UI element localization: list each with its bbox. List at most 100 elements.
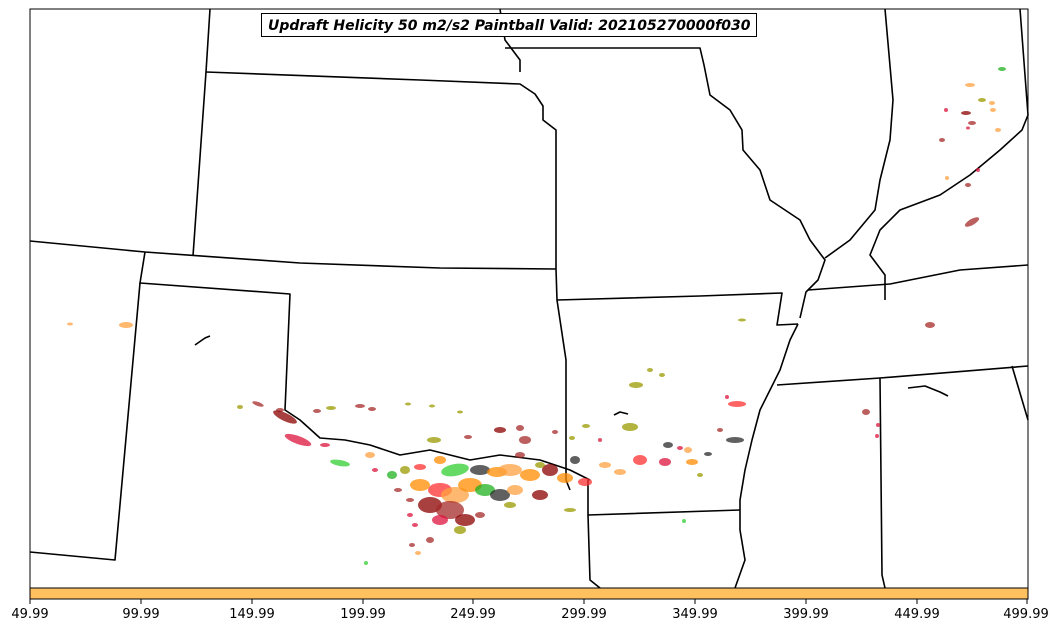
- colorbar-tick-label: 49.99: [11, 607, 49, 622]
- paintball-swath: [441, 463, 469, 477]
- lake-marker-1: [194, 335, 211, 346]
- paintball-swath: [490, 489, 510, 501]
- border-mo-il: [505, 47, 826, 319]
- paintball-swath: [368, 407, 376, 411]
- paintball-swath: [633, 455, 647, 465]
- paintball-swath: [434, 456, 446, 464]
- paintball-swath: [412, 523, 418, 527]
- paintball-swath: [498, 464, 522, 476]
- paintball-swath: [964, 217, 980, 227]
- paintball-swath: [415, 551, 421, 555]
- paintball-swath: [320, 443, 330, 447]
- paintball-swath: [365, 452, 375, 458]
- paintball-swath: [697, 473, 703, 477]
- paintball-swath: [966, 126, 970, 130]
- border-al-ga: [1011, 365, 1029, 421]
- paintball-swath: [429, 404, 435, 408]
- paintball-swath: [515, 452, 525, 458]
- paintball-swath: [684, 447, 692, 453]
- state-borders: [29, 8, 1029, 589]
- paintball-swath: [925, 322, 935, 328]
- paintball-swath: [726, 437, 744, 443]
- paintball-swath: [599, 462, 611, 468]
- paintball-swaths: [67, 67, 1006, 565]
- paintball-swath: [504, 502, 516, 508]
- paintball-swath: [677, 446, 683, 450]
- colorbar-tick-marks: [29, 599, 1028, 604]
- lake-marker-2: [907, 385, 949, 397]
- colorbar-tick-label: 249.99: [450, 607, 496, 622]
- paintball-swath: [418, 497, 442, 513]
- paintball-swath: [400, 466, 410, 474]
- border-nm-tx: [29, 282, 141, 561]
- paintball-swath: [454, 526, 466, 534]
- paintball-swath: [725, 395, 729, 399]
- border-ne-ks-north: [205, 71, 557, 269]
- paintball-swath: [494, 427, 506, 433]
- paintball-swath: [394, 488, 402, 492]
- paintball-swath: [738, 318, 746, 322]
- paintball-swath: [284, 433, 312, 447]
- paintball-swath: [717, 428, 723, 432]
- paintball-swath: [426, 537, 434, 543]
- paintball-swath: [405, 402, 411, 406]
- paintball-swath: [519, 436, 531, 444]
- paintball-swath: [441, 487, 469, 503]
- colorbar-tick-label: 349.99: [672, 607, 718, 622]
- border-ok-ar: [555, 268, 571, 491]
- paintball-swath: [516, 425, 524, 431]
- paintball-swath: [457, 410, 463, 414]
- paintball-swath: [995, 128, 1001, 132]
- paintball-swath: [945, 176, 949, 180]
- paintball-swath: [629, 382, 643, 388]
- paintball-swath: [414, 464, 426, 470]
- paintball-swath: [252, 401, 264, 407]
- paintball-swath: [470, 465, 490, 475]
- paintball-swath: [432, 515, 448, 525]
- paintball-swath: [464, 435, 472, 439]
- paintball-swath: [647, 368, 653, 372]
- colorbar-tick-label: 449.99: [894, 607, 940, 622]
- paintball-swath: [989, 101, 995, 105]
- paintball-swath: [622, 423, 638, 431]
- border-ky-tn: [807, 264, 1029, 291]
- paintball-swath: [686, 459, 698, 465]
- paintball-swath: [119, 322, 133, 328]
- paintball-swath: [876, 423, 880, 427]
- paintball-swath: [552, 430, 558, 434]
- paintball-swath: [237, 405, 243, 409]
- paintball-swath: [578, 478, 592, 486]
- paintball-swath: [704, 452, 712, 456]
- colorbar-tick-label: 399.99: [783, 607, 829, 622]
- paintball-swath: [326, 406, 336, 410]
- paintball-swath: [67, 322, 73, 326]
- paintball-swath: [978, 98, 986, 102]
- paintball-swath: [364, 561, 368, 565]
- paintball-swath: [436, 501, 464, 519]
- border-mo-ar: [556, 292, 799, 326]
- paintball-swath: [682, 519, 686, 523]
- paintball-swath: [875, 434, 879, 438]
- paintball-swath: [728, 401, 746, 407]
- paintball-swath: [542, 464, 558, 476]
- paintball-swath: [939, 138, 945, 142]
- paintball-swath: [273, 410, 297, 424]
- paintball-swath: [965, 83, 975, 87]
- paintball-swath: [407, 513, 413, 517]
- colorbar-tick-label: 199.99: [340, 607, 386, 622]
- paintball-swath: [409, 543, 415, 547]
- paintball-swath: [944, 108, 948, 112]
- paintball-swath: [961, 111, 971, 115]
- paintball-swath: [862, 409, 870, 415]
- paintball-swath: [564, 508, 576, 512]
- paintball-swath: [475, 484, 495, 496]
- paintball-swath: [387, 471, 397, 479]
- border-ok-tx-red-river: [139, 251, 591, 481]
- colorbar-tick-label: 299.99: [561, 607, 607, 622]
- paintball-swath: [313, 409, 321, 413]
- paintball-swath: [990, 108, 996, 112]
- paintball-swath: [406, 498, 414, 502]
- colorbar-tick-label: 149.99: [229, 607, 275, 622]
- paintball-swath: [569, 436, 575, 440]
